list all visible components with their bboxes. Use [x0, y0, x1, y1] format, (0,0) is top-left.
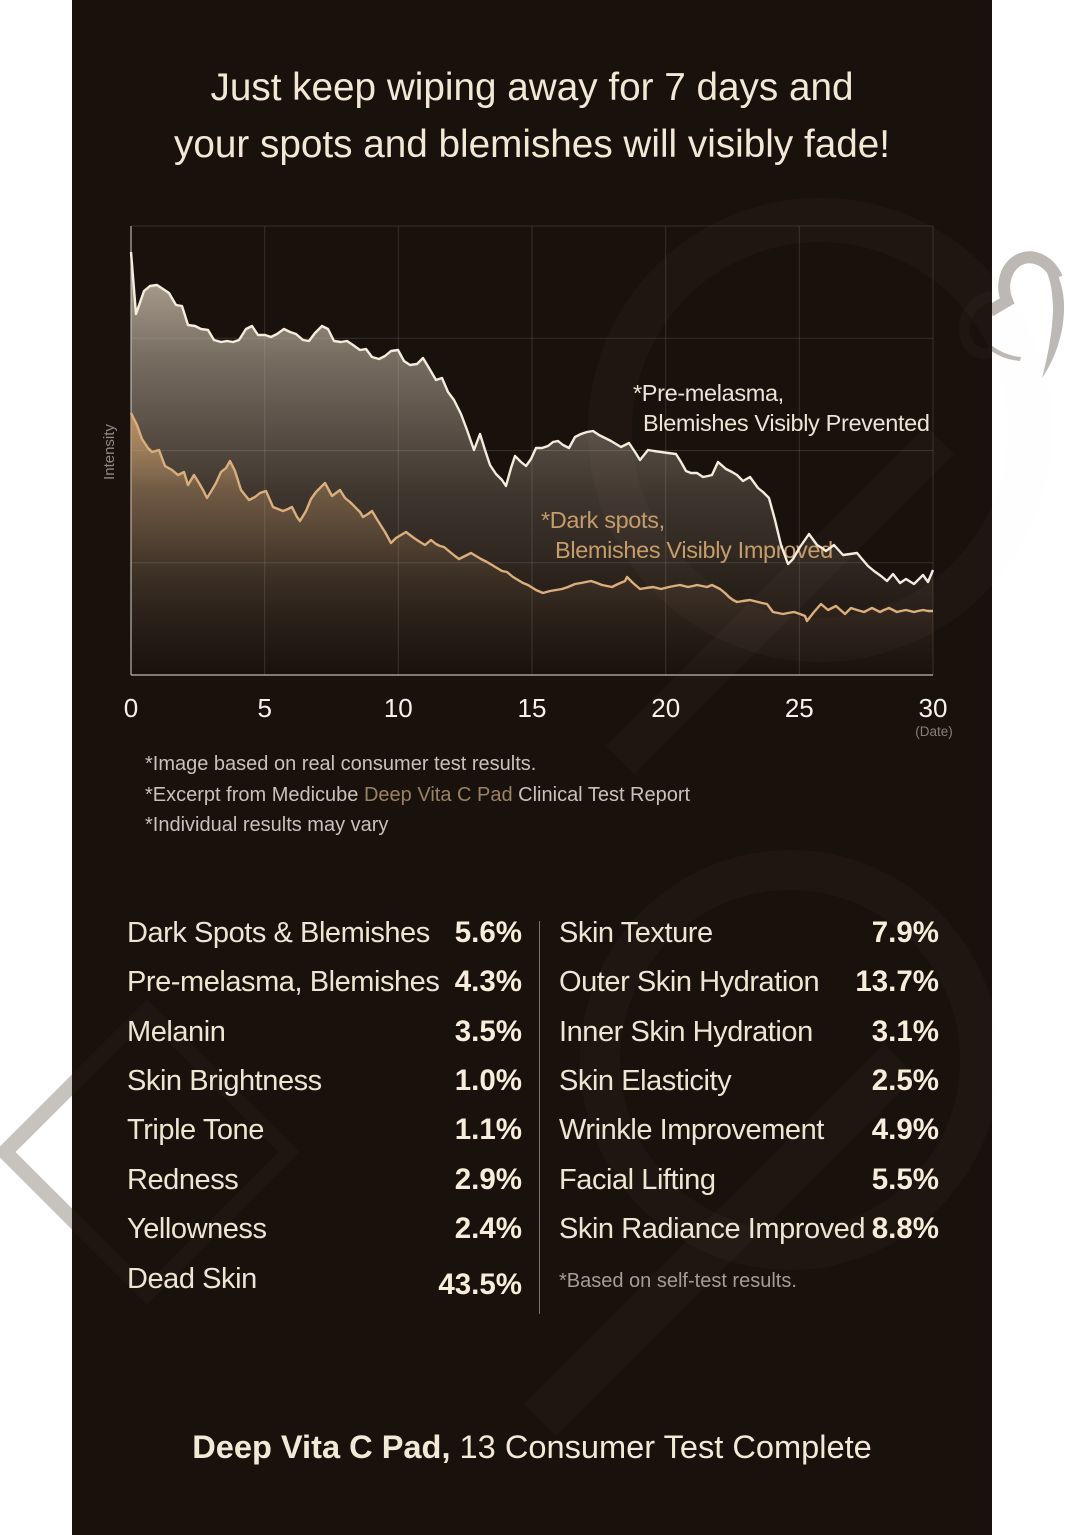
svg-text:Blemishes Visibly Prevented: Blemishes Visibly Prevented [643, 410, 930, 436]
svg-text:30: 30 [919, 693, 948, 723]
svg-text:15: 15 [518, 693, 547, 723]
svg-text:Blemishes Visibly Improved: Blemishes Visibly Improved [555, 537, 833, 563]
svg-text:*Pre-melasma,: *Pre-melasma, [633, 380, 784, 406]
svg-text:(Date): (Date) [915, 724, 953, 739]
svg-text:10: 10 [384, 693, 413, 723]
svg-text:0: 0 [124, 693, 138, 723]
svg-text:20: 20 [651, 693, 680, 723]
svg-text:5: 5 [257, 693, 271, 723]
svg-text:Intensity: Intensity [101, 424, 118, 480]
svg-text:*Dark spots,: *Dark spots, [541, 507, 665, 533]
svg-text:25: 25 [785, 693, 814, 723]
